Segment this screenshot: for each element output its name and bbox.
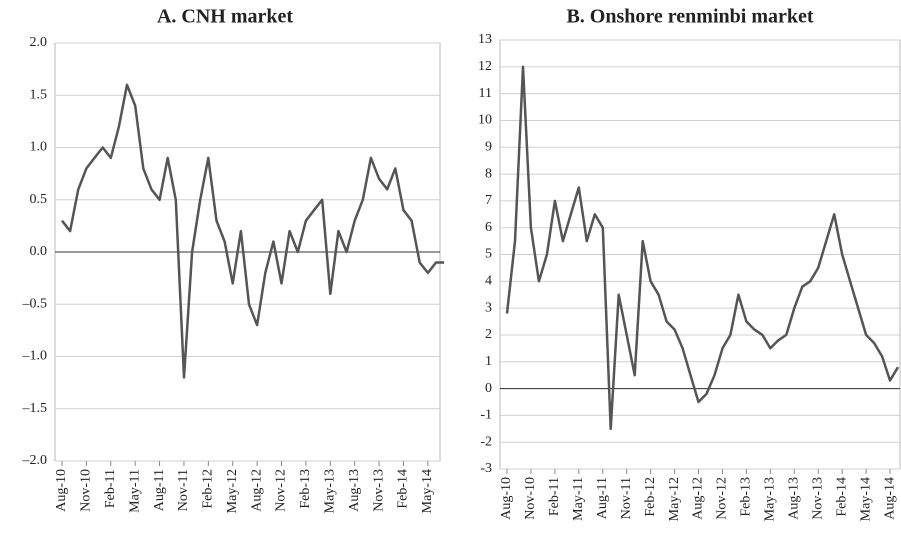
y-tick-label: 5 xyxy=(485,247,492,262)
y-tick-label: 1.5 xyxy=(30,87,48,102)
y-tick-label: 12 xyxy=(478,59,492,74)
x-tick-label: May-11 xyxy=(127,469,142,513)
x-tick-label: Nov-13 xyxy=(810,477,825,520)
x-tick-label: Feb-14 xyxy=(834,477,849,517)
x-tick-label: Feb-12 xyxy=(643,477,658,517)
x-tick-label: Feb-11 xyxy=(103,469,118,508)
y-tick-label: –1.0 xyxy=(22,349,48,364)
x-tick-label: May-14 xyxy=(858,477,873,521)
x-tick-label: Aug-11 xyxy=(152,469,167,511)
data-line xyxy=(61,83,445,379)
y-tick-label: 9 xyxy=(485,139,492,154)
x-tick-label: May-12 xyxy=(667,477,682,521)
x-tick-label: Feb-14 xyxy=(396,469,411,509)
x-tick-label: Aug-13 xyxy=(786,477,801,520)
y-tick-label: 0.0 xyxy=(30,244,48,259)
y-tick-label: 4 xyxy=(485,274,492,289)
y-tick-label: 7 xyxy=(485,193,492,208)
x-tick-label: Feb-12 xyxy=(201,469,216,509)
x-tick-label: Aug-11 xyxy=(595,477,610,519)
x-tick-label: May-12 xyxy=(225,469,240,513)
x-tick-label: Aug-10 xyxy=(499,477,514,520)
x-tick-label: Feb-11 xyxy=(547,477,562,516)
y-tick-label: 8 xyxy=(485,166,492,181)
y-tick-label: 0.5 xyxy=(30,192,48,207)
chart-title: B. Onshore renminbi market xyxy=(566,6,813,28)
x-tick-label: May-13 xyxy=(323,469,338,513)
y-tick-label: -3 xyxy=(480,461,492,476)
x-tick-label: Feb-13 xyxy=(739,477,754,517)
y-tick-label: 2 xyxy=(485,327,492,342)
x-tick-label: Nov-11 xyxy=(619,477,634,519)
x-tick-label: Aug-12 xyxy=(691,477,706,520)
x-tick-label: Feb-13 xyxy=(298,469,313,509)
x-tick-label: May-11 xyxy=(571,477,586,521)
x-tick-label: Nov-12 xyxy=(274,469,289,512)
y-tick-label: –0.5 xyxy=(22,296,48,311)
x-tick-label: Aug-12 xyxy=(249,469,264,512)
y-tick-label: 3 xyxy=(485,300,492,315)
x-tick-label: Nov-10 xyxy=(523,477,538,520)
x-tick-label: Nov-11 xyxy=(176,469,191,511)
x-tick-label: Nov-13 xyxy=(371,469,386,512)
x-tick-label: Aug-10 xyxy=(54,469,69,512)
x-tick-label: May-14 xyxy=(420,469,435,513)
x-tick-label: Nov-12 xyxy=(715,477,730,520)
y-tick-label: 13 xyxy=(478,32,492,47)
y-tick-label: 0 xyxy=(485,381,492,396)
y-tick-label: 10 xyxy=(478,113,492,128)
y-tick-label: –2.0 xyxy=(22,453,48,468)
y-tick-label: 1 xyxy=(485,354,492,369)
y-tick-label: 2.0 xyxy=(30,35,48,50)
y-tick-label: -1 xyxy=(480,408,492,423)
y-tick-label: –1.5 xyxy=(22,401,48,416)
data-line xyxy=(505,65,900,431)
x-tick-label: May-13 xyxy=(763,477,778,521)
y-tick-label: 6 xyxy=(485,220,492,235)
chart-title: A. CNH market xyxy=(157,6,293,28)
x-tick-label: Aug-14 xyxy=(882,477,897,520)
y-tick-label: 11 xyxy=(479,86,492,101)
y-tick-label: -2 xyxy=(480,434,492,449)
x-tick-label: Nov-10 xyxy=(79,469,94,512)
y-tick-label: 1.0 xyxy=(30,140,48,155)
x-tick-label: Aug-13 xyxy=(347,469,362,512)
